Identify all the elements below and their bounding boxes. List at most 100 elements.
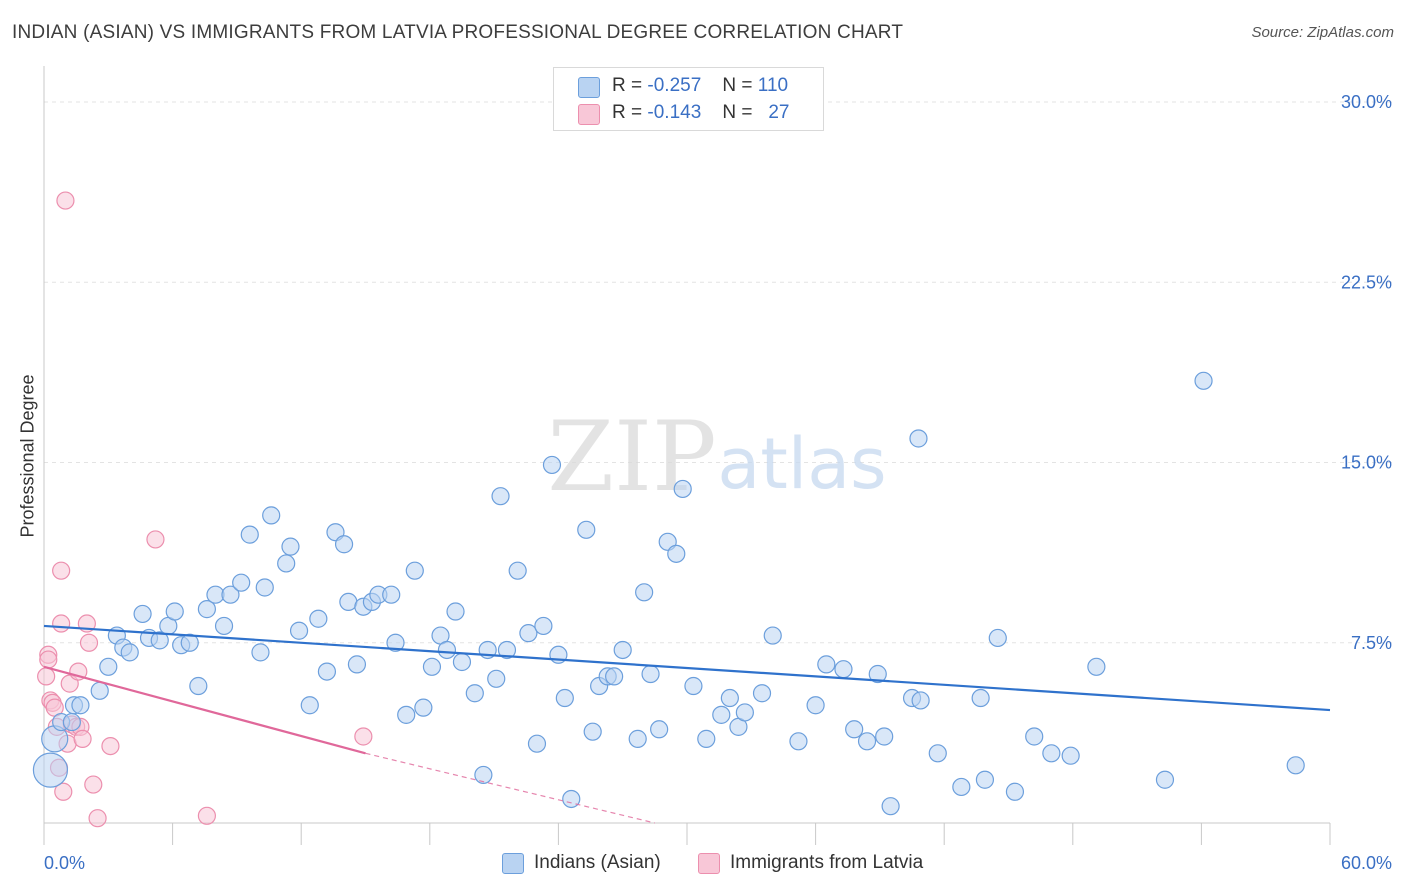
- latvia-point: [88, 809, 107, 828]
- indian-point: [605, 667, 624, 686]
- indian-point: [281, 537, 300, 556]
- indian-point: [474, 765, 493, 785]
- indian-trend-line: [43, 624, 1331, 712]
- indian-point: [165, 602, 184, 621]
- watermark-zip: ZIP: [547, 401, 716, 513]
- indian-point: [881, 797, 900, 816]
- latvia-point: [197, 806, 216, 825]
- indian-point: [519, 624, 538, 643]
- indian-point: [221, 585, 240, 604]
- indian-point: [527, 734, 547, 753]
- indian-point: [1155, 770, 1175, 789]
- indian-point: [251, 643, 270, 662]
- indian-point: [975, 770, 995, 789]
- indian-point: [334, 535, 354, 554]
- indian-point: [262, 506, 281, 525]
- legend-r-value: -0.257: [647, 75, 702, 96]
- y-tick-label: 30.0%: [1341, 92, 1392, 112]
- latvia-point: [84, 775, 103, 794]
- indian-point: [697, 729, 716, 748]
- legend-swatch-blue: [578, 77, 600, 98]
- latvia-point: [52, 614, 71, 633]
- indian-point: [542, 455, 562, 475]
- indian-point: [613, 640, 632, 660]
- indian-point: [277, 554, 296, 573]
- indian-point: [99, 657, 118, 676]
- indian-point: [583, 722, 602, 741]
- indian-point: [197, 600, 216, 619]
- indian-point: [911, 691, 930, 710]
- indian-point: [834, 660, 853, 679]
- indian-point: [405, 561, 424, 580]
- bottom-legend-swatch-blue: [502, 853, 524, 874]
- legend-n-value: 110: [757, 75, 789, 96]
- legend-n-label: N =: [722, 102, 753, 123]
- latvia-point: [56, 191, 75, 210]
- latvia-point: [52, 561, 71, 580]
- latvia-point: [37, 667, 56, 686]
- indian-point: [875, 727, 894, 746]
- grid-layer: [44, 101, 1392, 644]
- indian-points: [32, 371, 1305, 816]
- tick-labels: 7.5% 15.0% 22.5% 30.0% 0.0% 60.0%: [44, 92, 1392, 873]
- indian-point: [628, 729, 647, 748]
- axes-layer: [43, 66, 1331, 845]
- indian-point: [180, 633, 199, 652]
- x-tick-label-max: 60.0%: [1341, 853, 1392, 873]
- trend-layer: [43, 624, 1331, 824]
- latvia-point: [101, 736, 120, 756]
- indian-point: [90, 681, 109, 700]
- indian-point: [1087, 657, 1106, 676]
- indian-point: [971, 688, 990, 708]
- indian-point: [988, 628, 1007, 648]
- indian-point: [214, 616, 234, 636]
- watermark: ZIP atlas: [547, 401, 886, 513]
- latvia-points: [37, 191, 373, 828]
- indian-point: [446, 602, 465, 621]
- indian-point: [650, 720, 669, 739]
- latvia-point: [73, 729, 92, 748]
- indian-point: [62, 712, 81, 732]
- indian-point: [300, 696, 319, 715]
- y-axis-label: Professional Degree: [17, 374, 38, 538]
- indian-point: [382, 585, 401, 604]
- indian-point: [465, 684, 484, 703]
- indian-point: [347, 655, 367, 674]
- indian-point: [309, 609, 328, 628]
- legend-r-label: R =: [612, 102, 643, 123]
- y-tick-label: 22.5%: [1341, 272, 1392, 292]
- indian-point: [952, 777, 971, 797]
- indian-point: [845, 720, 864, 739]
- source-label: Source: ZipAtlas.com: [1251, 24, 1394, 41]
- latvia-point: [354, 727, 373, 746]
- indian-point: [189, 676, 208, 696]
- indian-point: [928, 744, 947, 763]
- indian-point: [386, 633, 405, 652]
- indian-point: [232, 573, 251, 592]
- latvia-point: [39, 650, 58, 669]
- indian-point: [497, 640, 517, 660]
- indian-point: [868, 664, 887, 684]
- indian-point: [397, 705, 416, 724]
- indian-point: [712, 705, 731, 724]
- indian-point: [735, 703, 754, 722]
- indian-point: [562, 789, 581, 809]
- chart-title: INDIAN (ASIAN) VS IMMIGRANTS FROM LATVIA…: [12, 22, 904, 43]
- bottom-legend-swatch-pink: [698, 853, 720, 874]
- indian-point: [1042, 744, 1061, 763]
- indian-point: [150, 631, 169, 650]
- indian-point: [857, 732, 877, 751]
- indian-point: [641, 664, 660, 684]
- legend-r-label: R =: [612, 75, 643, 96]
- indian-point: [339, 592, 358, 612]
- latvia-point: [79, 633, 99, 652]
- indian-point: [1005, 782, 1025, 801]
- watermark-atlas: atlas: [717, 423, 886, 505]
- legend-r-value: -0.143: [647, 102, 702, 123]
- indian-point: [289, 621, 309, 640]
- indian-point: [635, 583, 654, 602]
- indian-point: [255, 578, 274, 597]
- indian-point: [508, 561, 527, 580]
- indian-point: [32, 752, 69, 788]
